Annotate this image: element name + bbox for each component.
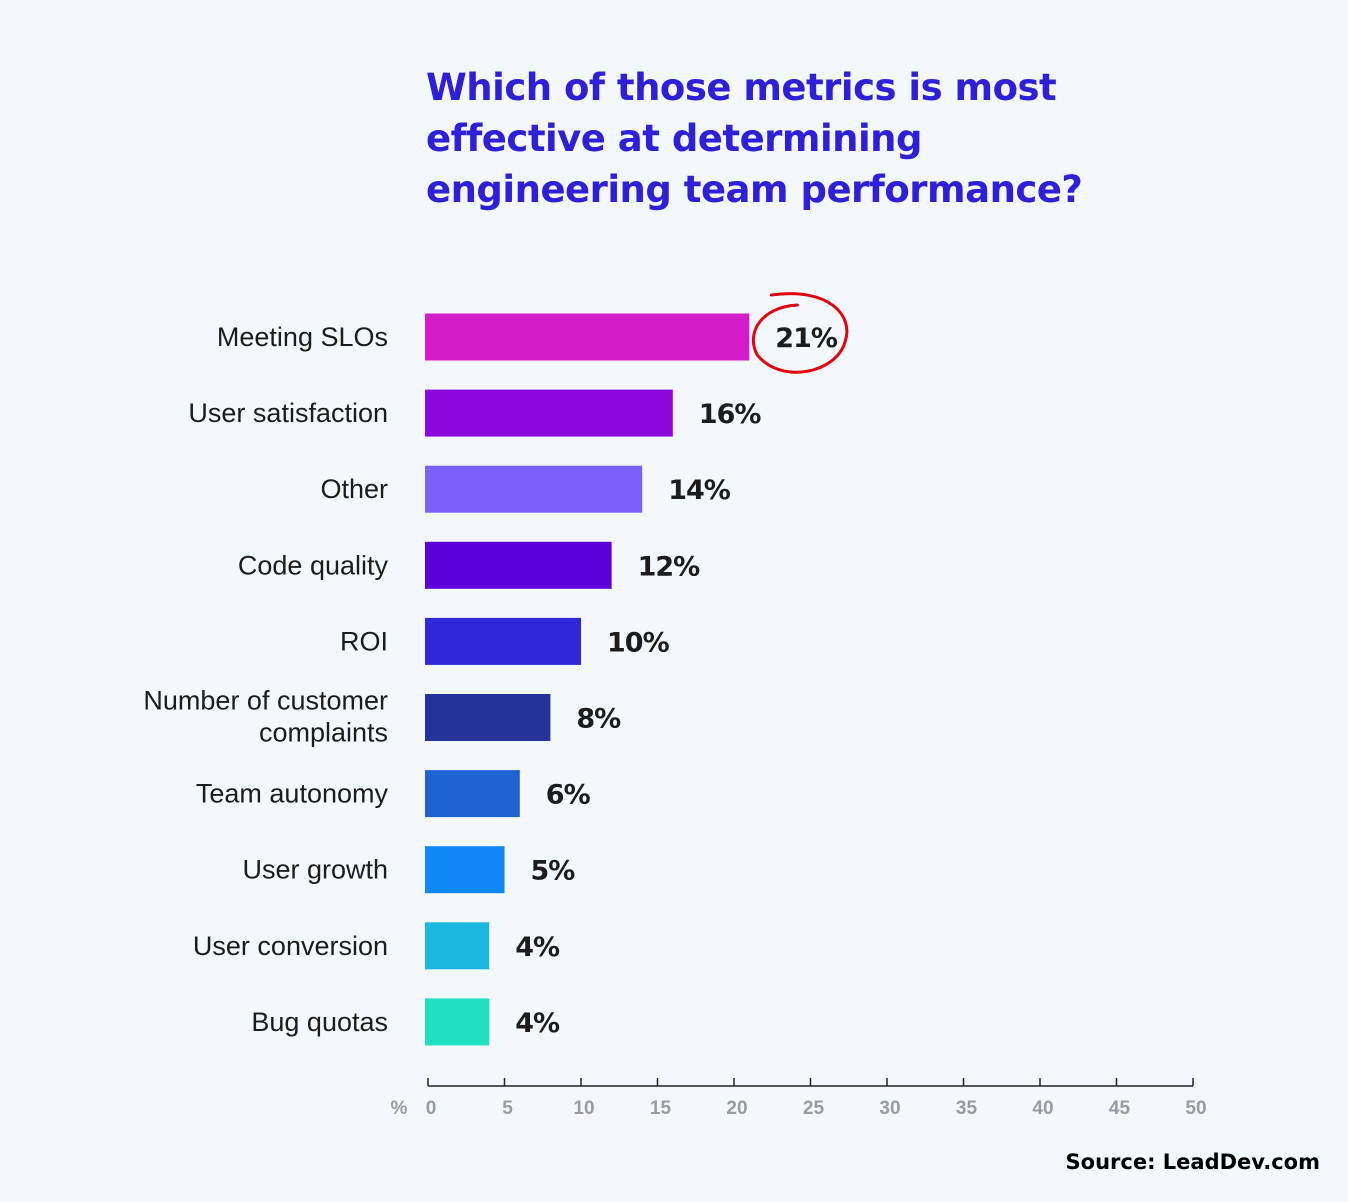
category-label: User conversion	[193, 931, 388, 961]
bar	[425, 617, 581, 665]
bar	[425, 694, 551, 741]
value-label: 4%	[515, 1008, 560, 1039]
category-label: Number of customer complaints	[143, 686, 388, 748]
bar	[425, 541, 612, 589]
category-label: Code quality	[238, 550, 389, 580]
x-tick-label: 5	[502, 1098, 513, 1119]
x-tick-label: 40	[1032, 1098, 1053, 1119]
x-tick-label: 15	[650, 1098, 672, 1119]
category-label: User growth	[242, 855, 388, 885]
value-label: 12%	[638, 551, 701, 582]
value-label: 21%	[775, 323, 838, 354]
value-label: 6%	[546, 780, 591, 811]
value-label: 14%	[668, 475, 731, 506]
x-tick-label: 20	[726, 1098, 747, 1119]
bar	[425, 922, 490, 970]
x-tick-label: 0	[426, 1098, 437, 1119]
bar	[425, 465, 643, 513]
x-axis-unit: %	[391, 1098, 408, 1119]
x-tick-label: 10	[573, 1098, 594, 1119]
value-label: 16%	[699, 399, 762, 430]
highlight-circle	[751, 292, 849, 374]
category-label: ROI	[340, 626, 388, 656]
x-tick-label: 45	[1109, 1098, 1131, 1119]
bar	[425, 389, 673, 437]
x-tick-label: 25	[803, 1098, 825, 1119]
bar	[425, 998, 490, 1046]
category-label: User satisfaction	[188, 398, 388, 428]
x-tick-label: 50	[1185, 1098, 1206, 1119]
bar	[425, 313, 750, 361]
value-label: 10%	[607, 627, 670, 658]
source-credit: Source: LeadDev.com	[1065, 1150, 1320, 1174]
category-label: Bug quotas	[251, 1007, 388, 1037]
bar	[425, 846, 505, 894]
x-tick-label: 30	[879, 1098, 900, 1119]
bar	[425, 770, 520, 818]
value-label: 4%	[515, 932, 560, 963]
chart-title: Which of those metrics is most effective…	[426, 66, 1083, 211]
category-label: Other	[320, 474, 388, 504]
value-label: 5%	[531, 856, 576, 887]
category-label: Meeting SLOs	[217, 322, 388, 352]
value-label: 8%	[576, 704, 621, 735]
category-label: Team autonomy	[196, 779, 389, 809]
x-tick-label: 35	[956, 1098, 978, 1119]
